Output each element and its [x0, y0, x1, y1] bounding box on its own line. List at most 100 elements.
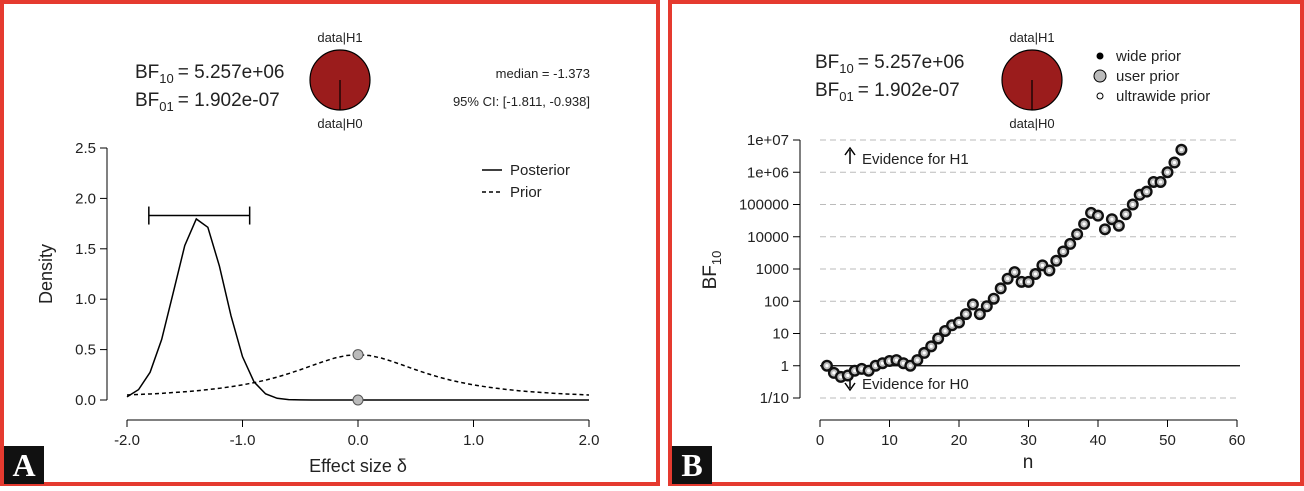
point-ultrawide — [895, 358, 898, 361]
point-ultrawide — [1069, 242, 1072, 245]
point-ultrawide — [957, 321, 960, 324]
x-tick-label: 10 — [881, 432, 898, 449]
legend-label: Prior — [510, 184, 542, 201]
bf-base: BF — [815, 52, 839, 73]
point-ultrawide — [916, 358, 919, 361]
y-title-base: BF — [700, 265, 721, 289]
point-ultrawide — [1110, 218, 1113, 221]
point-ultrawide — [999, 287, 1002, 290]
point-ultrawide — [985, 305, 988, 308]
point-ultrawide — [1124, 213, 1127, 216]
point-ultrawide — [846, 374, 849, 377]
pie-label: data|H0 — [317, 116, 362, 131]
bayes-factor: BF01= 1.902e-07 — [135, 90, 280, 114]
point-ultrawide — [1166, 171, 1169, 174]
x-axis-title: Effect size δ — [309, 456, 407, 476]
point-ultrawide — [902, 362, 905, 365]
legend-label: Posterior — [510, 162, 570, 179]
density-line — [127, 219, 589, 400]
pie-label: data|H0 — [1009, 116, 1054, 131]
y-tick-label: 1e+07 — [747, 132, 789, 149]
y-tick-label: 1 — [781, 358, 789, 375]
density-point — [353, 395, 363, 405]
y-tick-label: 100 — [764, 293, 789, 310]
y-tick-label: 10000 — [747, 229, 789, 246]
bf-rest: = 5.257e+06 — [178, 62, 285, 83]
legend-label: ultrawide prior — [1116, 88, 1210, 105]
y-title-sub: 10 — [709, 251, 724, 265]
y-tick-label: 2.5 — [75, 140, 96, 157]
x-tick-label: 60 — [1229, 432, 1246, 449]
y-tick-label: 100000 — [739, 197, 789, 214]
x-tick-label: -1.0 — [230, 432, 256, 449]
bf-rest: = 1.902e-07 — [858, 80, 960, 101]
point-ultrawide — [1041, 264, 1044, 267]
point-ultrawide — [923, 351, 926, 354]
x-tick-label: 0 — [816, 432, 824, 449]
y-tick-label: 1000 — [756, 261, 789, 278]
y-tick-label: 1/10 — [760, 390, 789, 407]
point-ultrawide — [1055, 259, 1058, 262]
point-ultrawide — [971, 303, 974, 306]
y-tick-label: 1.0 — [75, 291, 96, 308]
point-ultrawide — [1173, 161, 1176, 164]
y-axis-title: Density — [36, 244, 56, 304]
point-ultrawide — [1096, 214, 1099, 217]
bf-rest: = 5.257e+06 — [858, 52, 965, 73]
point-ultrawide — [964, 312, 967, 315]
point-ultrawide — [978, 312, 981, 315]
bf-base: BF — [815, 80, 839, 101]
point-ultrawide — [1034, 272, 1037, 275]
y-tick-label: 1.5 — [75, 241, 96, 258]
point-ultrawide — [1180, 148, 1183, 151]
point-ultrawide — [930, 345, 933, 348]
legend-marker — [1094, 70, 1106, 82]
point-ultrawide — [1089, 211, 1092, 214]
annotation: Evidence for H0 — [862, 376, 969, 393]
point-ultrawide — [1062, 250, 1065, 253]
y-tick-label: 0.5 — [75, 342, 96, 359]
point-ultrawide — [1048, 269, 1051, 272]
point-ultrawide — [1145, 190, 1148, 193]
bf-sub: 10 — [159, 71, 173, 86]
y-tick-label: 2.0 — [75, 190, 96, 207]
point-ultrawide — [1131, 203, 1134, 206]
point-ultrawide — [825, 364, 828, 367]
panel-label: B — [681, 447, 702, 483]
point-ultrawide — [909, 364, 912, 367]
x-tick-label: 30 — [1020, 432, 1037, 449]
median: median = -1.373 — [496, 66, 590, 81]
y-tick-label: 0.0 — [75, 392, 96, 409]
pie-label: data|H1 — [317, 30, 362, 45]
x-tick-label: 20 — [951, 432, 968, 449]
bf-sub: 10 — [839, 61, 853, 76]
bf-base: BF — [135, 90, 159, 111]
bf-rest: = 1.902e-07 — [178, 90, 280, 111]
point-ultrawide — [1027, 280, 1030, 283]
point-ultrawide — [1083, 222, 1086, 225]
point-ultrawide — [1006, 277, 1009, 280]
bayes-factor: BF10= 5.257e+06 — [135, 62, 284, 86]
y-tick-label: 10 — [772, 326, 789, 343]
point-ultrawide — [1103, 228, 1106, 231]
density-point — [353, 350, 363, 360]
annotation: Evidence for H1 — [862, 151, 969, 168]
bayes-factor: BF10 = 5.257e+06 — [815, 52, 964, 76]
legend-label: user prior — [1116, 68, 1179, 85]
bayes-factor: BF01= 1.902e-07 — [815, 80, 960, 104]
point-ultrawide — [832, 371, 835, 374]
point-ultrawide — [1076, 233, 1079, 236]
point-ultrawide — [937, 337, 940, 340]
point-ultrawide — [1138, 193, 1141, 196]
credible-interval: 95% CI: [-1.811, -0.938] — [453, 94, 590, 109]
x-tick-label: 50 — [1159, 432, 1176, 449]
y-tick-label: 1e+06 — [747, 164, 789, 181]
x-tick-label: 0.0 — [348, 432, 369, 449]
point-ultrawide — [1013, 271, 1016, 274]
point-ultrawide — [867, 369, 870, 372]
point-ultrawide — [1159, 180, 1162, 183]
x-tick-label: 2.0 — [579, 432, 600, 449]
density-line — [127, 355, 589, 395]
legend-label: wide prior — [1115, 48, 1181, 65]
